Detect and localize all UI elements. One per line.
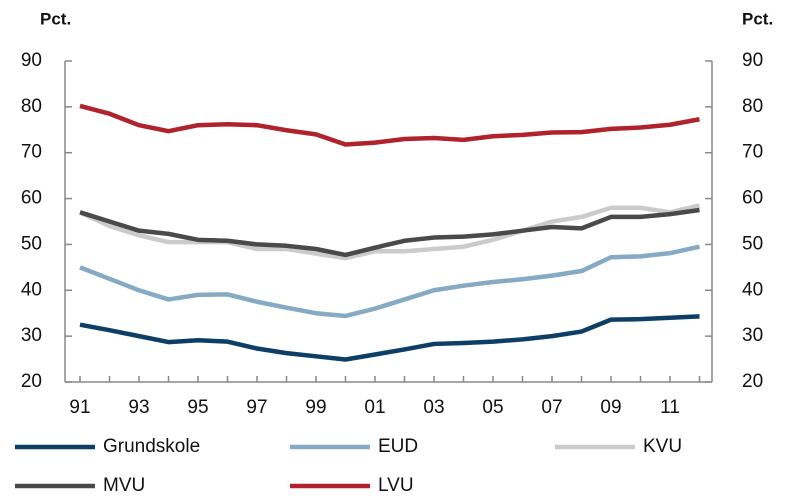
legend-label: Grundskole bbox=[103, 436, 200, 457]
x-tick-label: 97 bbox=[246, 397, 267, 418]
y2-tick-label: 40 bbox=[742, 279, 763, 300]
y2-tick-label: 50 bbox=[742, 233, 763, 254]
y2-tick-label: 90 bbox=[742, 50, 763, 71]
legend-label: LVU bbox=[378, 475, 414, 496]
x-tick-label: 91 bbox=[69, 397, 90, 418]
x-tick-label: 01 bbox=[364, 397, 385, 418]
x-tick-label: 95 bbox=[187, 397, 208, 418]
series-line bbox=[79, 207, 700, 258]
y-tick-label: 70 bbox=[21, 142, 42, 163]
legend-label: EUD bbox=[378, 436, 418, 457]
y-tick-label: 30 bbox=[21, 325, 42, 346]
x-tick-label: 11 bbox=[660, 397, 680, 418]
y-axis-label: Pct. bbox=[40, 9, 71, 28]
y-tick-label: 20 bbox=[21, 371, 42, 392]
y-tick-label: 60 bbox=[21, 188, 42, 209]
y2-axis-label: Pct. bbox=[742, 9, 773, 28]
x-tick-label: 07 bbox=[541, 397, 562, 418]
y2-tick-label: 30 bbox=[742, 325, 763, 346]
y2-tick-label: 20 bbox=[742, 371, 763, 392]
legend-label: KVU bbox=[643, 436, 682, 457]
y-tick-label: 80 bbox=[21, 96, 42, 117]
x-tick-label: 05 bbox=[482, 397, 503, 418]
y2-tick-label: 60 bbox=[742, 188, 763, 209]
x-tick-label: 93 bbox=[128, 397, 149, 418]
x-tick-label: 99 bbox=[305, 397, 326, 418]
x-tick-label: 03 bbox=[423, 397, 444, 418]
y2-tick-label: 80 bbox=[742, 96, 763, 117]
y-tick-label: 50 bbox=[21, 233, 42, 254]
y-tick-label: 90 bbox=[21, 50, 42, 71]
series-line bbox=[79, 103, 700, 147]
y2-tick-label: 70 bbox=[742, 142, 763, 163]
series-line bbox=[79, 203, 701, 261]
series-line bbox=[79, 314, 700, 362]
y-tick-label: 40 bbox=[21, 279, 42, 300]
series-line bbox=[79, 244, 700, 319]
x-tick-label: 09 bbox=[600, 397, 621, 418]
legend-label: MVU bbox=[103, 475, 145, 496]
